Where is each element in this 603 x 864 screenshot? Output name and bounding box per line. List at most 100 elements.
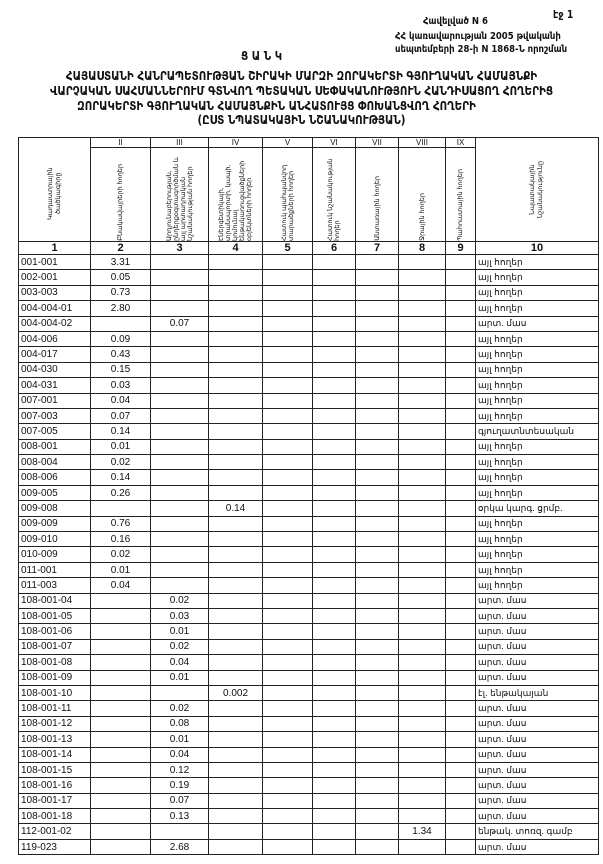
area-cell-col-7: [355, 469, 399, 486]
area-cell-col-6: [312, 700, 356, 717]
area-cell-col-7: [355, 607, 399, 625]
area-cell-col-4: [208, 515, 263, 533]
area-cell-col-8: [398, 731, 446, 748]
purpose-text: արտ. մաս: [478, 703, 527, 714]
area-cell-col-4: [208, 330, 263, 348]
purpose-cell: այլ հողեր: [475, 438, 599, 456]
table-row: 008-006 0.14 այլ հողեր: [18, 469, 599, 486]
cadastral-code: 108-001-05: [18, 607, 91, 625]
purpose-text: այլ հողեր: [478, 456, 523, 467]
area-cell-col-5: [262, 531, 313, 548]
purpose-text: այլ հողեր: [478, 333, 523, 344]
area-cell-col-2: [90, 500, 151, 517]
area-cell-col-3: 0.12: [150, 761, 209, 779]
area-cell-col-6: [312, 515, 356, 533]
area-cell-col-3: [150, 300, 209, 317]
roman-header-row: Կադաստրային ծածկագիրը II III IV V VI VII VIII IX…: [18, 137, 599, 242]
area-cell-col-4: [208, 607, 263, 625]
table-row: 119-023 2.68 արտ. մաս: [18, 838, 599, 856]
area-cell-col-7: [355, 746, 399, 763]
purpose-cell: արտ. մաս: [475, 715, 599, 733]
area-cell-col-4: [208, 361, 263, 379]
cadastral-code: 108-001-11: [18, 700, 91, 717]
area-cell-col-7: [355, 315, 399, 332]
area-cell-col-5: [262, 684, 313, 702]
purpose-text: օրկա կարգ. ցրմբ.: [478, 502, 563, 513]
area-cell-col-4: [208, 269, 263, 286]
area-cell-col-4: [208, 823, 263, 840]
area-cell-col-6: [312, 777, 356, 794]
purpose-text: արտ. մաս: [478, 641, 527, 652]
purpose-text: արտ. մաս: [478, 318, 527, 329]
area-cell-col-9: [445, 638, 476, 656]
table-row: 008-001 0.01 այլ հողեր: [18, 438, 599, 456]
column-header-text: Բնակավայրերի հողեր: [117, 164, 124, 241]
purpose-cell: արտ. մաս: [475, 638, 599, 656]
heading: Ց Ա Ն Կ: [240, 49, 283, 63]
column-number: 10: [475, 241, 599, 255]
area-cell-col-8: [398, 592, 446, 609]
purpose-cell: այլ հողեր: [475, 392, 599, 409]
area-cell-col-6: [312, 500, 356, 517]
annex-line-3: սեպտեմբերի 28-ի N 1868-Ն որոշման: [395, 44, 568, 55]
area-cell-col-5: [262, 392, 313, 409]
area-cell-col-8: [398, 792, 446, 810]
area-cell-col-7: [355, 592, 399, 609]
area-cell-col-7: [355, 638, 399, 656]
cadastral-code: 108-001-04: [18, 592, 91, 609]
area-cell-col-2: [90, 700, 151, 717]
cadastral-code: 108-001-06: [18, 623, 91, 640]
area-cell-col-5: [262, 546, 313, 563]
purpose-cell: այլ հողեր: [475, 407, 599, 425]
area-cell-col-4: [208, 746, 263, 763]
table-row: 108-001-10 0.002 էլ. ենթակայան: [18, 684, 599, 702]
area-cell-col-8: [398, 300, 446, 317]
area-cell-col-9: [445, 361, 476, 379]
area-cell-col-5: [262, 561, 313, 579]
area-cell-col-3: 0.02: [150, 700, 209, 717]
area-cell-col-6: [312, 838, 356, 856]
area-cell-col-2: 3.31: [90, 253, 151, 271]
column-number: 3: [150, 241, 209, 255]
area-cell-col-9: [445, 684, 476, 702]
area-cell-col-6: [312, 377, 356, 394]
roman-numeral: VII: [355, 137, 399, 148]
cadastral-code: 108-001-15: [18, 761, 91, 779]
area-cell-col-8: [398, 531, 446, 548]
area-cell-col-5: [262, 808, 313, 825]
area-cell-col-4: [208, 638, 263, 656]
purpose-text: արտ. մաս: [478, 626, 527, 637]
area-cell-col-6: [312, 469, 356, 486]
cadastral-code: 004-006: [18, 330, 91, 348]
area-cell-col-8: [398, 746, 446, 763]
area-cell-col-9: [445, 546, 476, 563]
area-cell-col-6: [312, 546, 356, 563]
area-cell-col-3: [150, 684, 209, 702]
column-number: 7: [355, 241, 399, 255]
area-cell-col-6: [312, 253, 356, 271]
area-cell-col-3: [150, 284, 209, 302]
cadastral-code: 004-004-01: [18, 300, 91, 317]
column-header-text: Նպատակային նշանակությունը: [529, 161, 544, 218]
area-cell-col-6: [312, 623, 356, 640]
table-row: 108-001-06 0.01 արտ. մաս: [18, 623, 599, 640]
area-cell-col-6: [312, 392, 356, 409]
area-cell-col-9: [445, 284, 476, 302]
table-row: 011-003 0.04 այլ հողեր: [18, 577, 599, 594]
area-cell-col-9: [445, 746, 476, 763]
roman-numeral: IV: [208, 137, 263, 148]
table-row: 010-009 0.02 այլ հողեր: [18, 546, 599, 563]
table-row: 004-004-01 2.80 այլ հողեր: [18, 300, 599, 317]
column-header: Անտառային հողեր: [355, 147, 399, 242]
area-cell-col-7: [355, 361, 399, 379]
column-header-text: Կադաստրային ծածկագիրը: [46, 167, 62, 220]
roman-numeral: VIII: [398, 137, 446, 148]
area-cell-col-6: [312, 438, 356, 456]
purpose-text: արտ. մաս: [478, 795, 527, 806]
table-row: 108-001-12 0.08 արտ. մաս: [18, 715, 599, 733]
area-cell-col-9: [445, 761, 476, 779]
area-cell-col-3: 0.01: [150, 669, 209, 686]
area-cell-col-7: [355, 500, 399, 517]
area-cell-col-8: [398, 361, 446, 379]
area-cell-col-3: 0.04: [150, 746, 209, 763]
